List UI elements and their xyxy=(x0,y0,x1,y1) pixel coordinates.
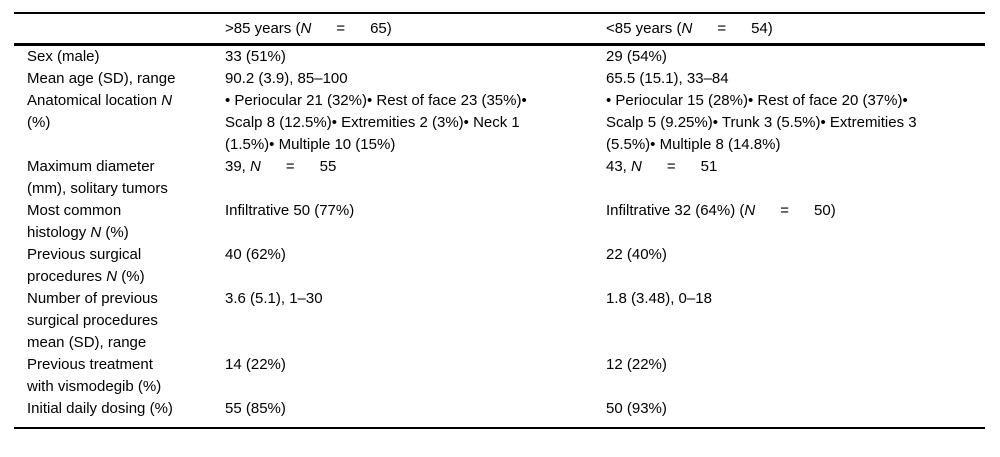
row-value-over85: • Periocular 21 (32%)• Rest of face 23 (… xyxy=(225,92,527,153)
row-value-under85: 29 (54%) xyxy=(606,48,667,65)
row-value-over85: 3.6 (5.1), 1–30 xyxy=(225,290,323,307)
table-row: Sex (male) 33 (51%) 29 (54%) xyxy=(14,45,985,69)
table-body: Sex (male) 33 (51%) 29 (54%) Mean age (S… xyxy=(14,45,985,429)
row-value-over85: Infiltrative 50 (77%) xyxy=(225,202,355,219)
row-label: Initial daily dosing (%) xyxy=(27,400,173,417)
row-value-under85: 65.5 (15.1), 33–84 xyxy=(606,70,729,87)
table-row: Maximum diameter (mm), solitary tumors 3… xyxy=(14,156,985,200)
row-value-under85: 43, N = 51 xyxy=(606,158,718,175)
paper-table-page: >85 years (N = 65) <85 years (N = 54) Se… xyxy=(0,12,1000,457)
table-row: Anatomical location N (%) • Periocular 2… xyxy=(14,90,985,156)
table-row: Mean age (SD), range 90.2 (3.9), 85–100 … xyxy=(14,68,985,90)
table-row: Most common histology N (%) Infiltrative… xyxy=(14,200,985,244)
table-row: Initial daily dosing (%) 55 (85%) 50 (93… xyxy=(14,398,985,428)
table-header: >85 years (N = 65) <85 years (N = 54) xyxy=(14,13,985,46)
row-value-under85: • Periocular 15 (28%)• Rest of face 20 (… xyxy=(606,92,917,153)
row-label: Number of previous surgical procedures m… xyxy=(27,290,158,351)
row-label: Maximum diameter (mm), solitary tumors xyxy=(27,158,168,197)
header-cell-over-85-years: >85 years (N = 65) xyxy=(225,13,606,46)
header-cell-under-85-years: <85 years (N = 54) xyxy=(606,13,985,46)
row-value-under85: 22 (40%) xyxy=(606,246,667,263)
row-value-over85: 14 (22%) xyxy=(225,356,286,373)
row-label: Previous surgical procedures N (%) xyxy=(27,246,145,285)
row-label: Anatomical location N (%) xyxy=(27,92,173,131)
row-label: Mean age (SD), range xyxy=(27,70,176,87)
table-row: Previous treatment with vismodegib (%) 1… xyxy=(14,354,985,398)
header-cell-blank xyxy=(14,13,225,46)
row-value-over85: 40 (62%) xyxy=(225,246,286,263)
row-value-under85: 50 (93%) xyxy=(606,400,667,417)
row-value-over85: 55 (85%) xyxy=(225,400,286,417)
row-label: Most common histology N (%) xyxy=(27,202,129,241)
row-value-over85: 90.2 (3.9), 85–100 xyxy=(225,70,348,87)
row-value-under85: 1.8 (3.48), 0–18 xyxy=(606,290,712,307)
row-label: Sex (male) xyxy=(27,48,100,65)
row-label: Previous treatment with vismodegib (%) xyxy=(27,356,162,395)
row-value-over85: 39, N = 55 xyxy=(225,158,337,175)
table-row: Previous surgical procedures N (%) 40 (6… xyxy=(14,244,985,288)
patient-characteristics-table: >85 years (N = 65) <85 years (N = 54) Se… xyxy=(14,12,985,429)
row-value-under85: 12 (22%) xyxy=(606,356,667,373)
row-value-under85: Infiltrative 32 (64%) (N = 50) xyxy=(606,202,836,219)
table-row: Number of previous surgical procedures m… xyxy=(14,288,985,354)
header-row: >85 years (N = 65) <85 years (N = 54) xyxy=(14,13,985,46)
row-value-over85: 33 (51%) xyxy=(225,48,286,65)
